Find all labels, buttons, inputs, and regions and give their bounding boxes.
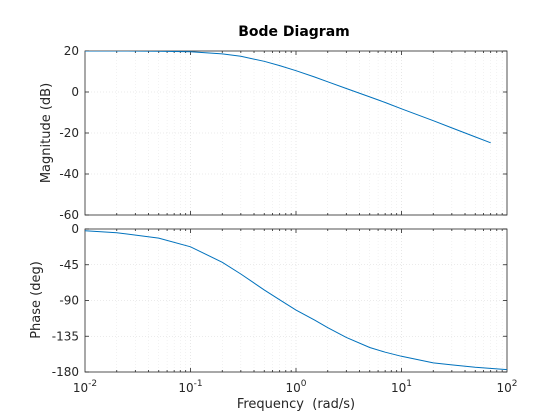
y-tick-label: -60 [59, 208, 79, 222]
y-tick-label: -40 [59, 167, 79, 181]
y-tick-label: -135 [52, 329, 79, 343]
y-tick-label: 0 [71, 85, 79, 99]
y-tick-label: 20 [64, 44, 79, 58]
y-tick-label: -180 [52, 365, 79, 379]
y-tick-label: -90 [59, 294, 79, 308]
y-tick-label: -20 [59, 126, 79, 140]
phase-y-axis-label: Phase (deg) [29, 261, 44, 339]
chart-title: Bode Diagram [238, 24, 350, 40]
phase-y-ticks: 0 -45 -90 -135 -180 [52, 222, 507, 379]
y-tick-label: 0 [71, 222, 79, 236]
x-axis-label: Frequency (rad/s) [237, 397, 355, 412]
x-tick-labels: 10-2 10-1 100 101 102 [73, 379, 518, 395]
phase-curve [85, 230, 507, 371]
x-tick-label: 100 [285, 379, 306, 395]
magnitude-y-axis-label: Magnitude (dB) [39, 83, 54, 183]
x-tick-label: 102 [496, 379, 517, 395]
phase-panel: 0 -45 -90 -135 -180 Phase (deg) [29, 222, 508, 379]
y-tick-label: -45 [59, 258, 79, 272]
magnitude-y-ticks: 20 0 -20 -40 -60 [59, 44, 507, 222]
phase-x-ticks [116, 229, 503, 372]
magnitude-grid [85, 51, 507, 215]
x-tick-label: 10-2 [73, 379, 97, 395]
x-tick-label: 101 [391, 379, 412, 395]
phase-grid [85, 229, 507, 372]
magnitude-curve [85, 51, 491, 144]
magnitude-panel: 20 0 -20 -40 -60 Magnitude (dB) [39, 44, 508, 222]
x-tick-label: 10-1 [178, 379, 202, 395]
